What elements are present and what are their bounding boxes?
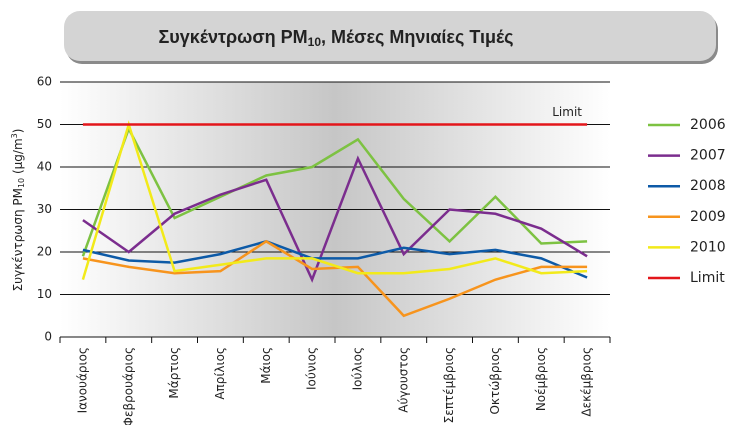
x-tick-label: Ιούνιος xyxy=(305,347,319,390)
y-tick-label: 40 xyxy=(37,160,52,174)
y-axis-label: Συγκέντρωση PM10 (μg/m3) xyxy=(10,129,26,292)
y-tick-label: 0 xyxy=(44,330,52,344)
x-tick-label: Ιούλιος xyxy=(350,347,364,390)
x-tick-label: Νοέμβριος xyxy=(534,347,548,411)
y-tick-label: 30 xyxy=(37,202,52,216)
series-line xyxy=(81,120,588,280)
series-line xyxy=(81,125,588,257)
y-tick-label: 10 xyxy=(37,287,52,301)
title-box xyxy=(64,11,716,61)
series-line xyxy=(82,240,588,279)
x-tick-label: Δεκέμβριος xyxy=(580,347,594,417)
legend-label: 2010 xyxy=(690,239,726,255)
x-tick-label: Αύγουστος xyxy=(396,347,410,413)
legend-label: Limit xyxy=(690,270,725,286)
legend-label: 2008 xyxy=(690,178,726,194)
x-tick-label: Φεβρουάριος xyxy=(121,347,135,425)
y-tick-label: 50 xyxy=(37,117,52,131)
x-tick-label: Απρίλιος xyxy=(213,347,227,400)
x-tick-label: Οκτώβριος xyxy=(488,347,502,415)
legend-label: 2006 xyxy=(690,117,726,133)
series-line xyxy=(82,239,588,318)
x-tick-label: Μάρτιος xyxy=(167,347,181,399)
x-tick-label: Μάιος xyxy=(259,347,273,384)
x-tick-label: Σεπτέμβριος xyxy=(442,347,456,423)
x-tick-label: Ιανουάριος xyxy=(75,347,89,413)
y-tick-label: 20 xyxy=(37,245,52,259)
y-tick-label: 60 xyxy=(37,75,52,89)
series-line xyxy=(82,155,588,283)
legend-label: 2009 xyxy=(690,209,726,225)
legend-label: 2007 xyxy=(690,148,726,164)
annotation: Limit xyxy=(552,105,582,119)
chart-title: Συγκέντρωση PM10, Μέσες Μηνιαίες Τιμές xyxy=(159,27,514,49)
